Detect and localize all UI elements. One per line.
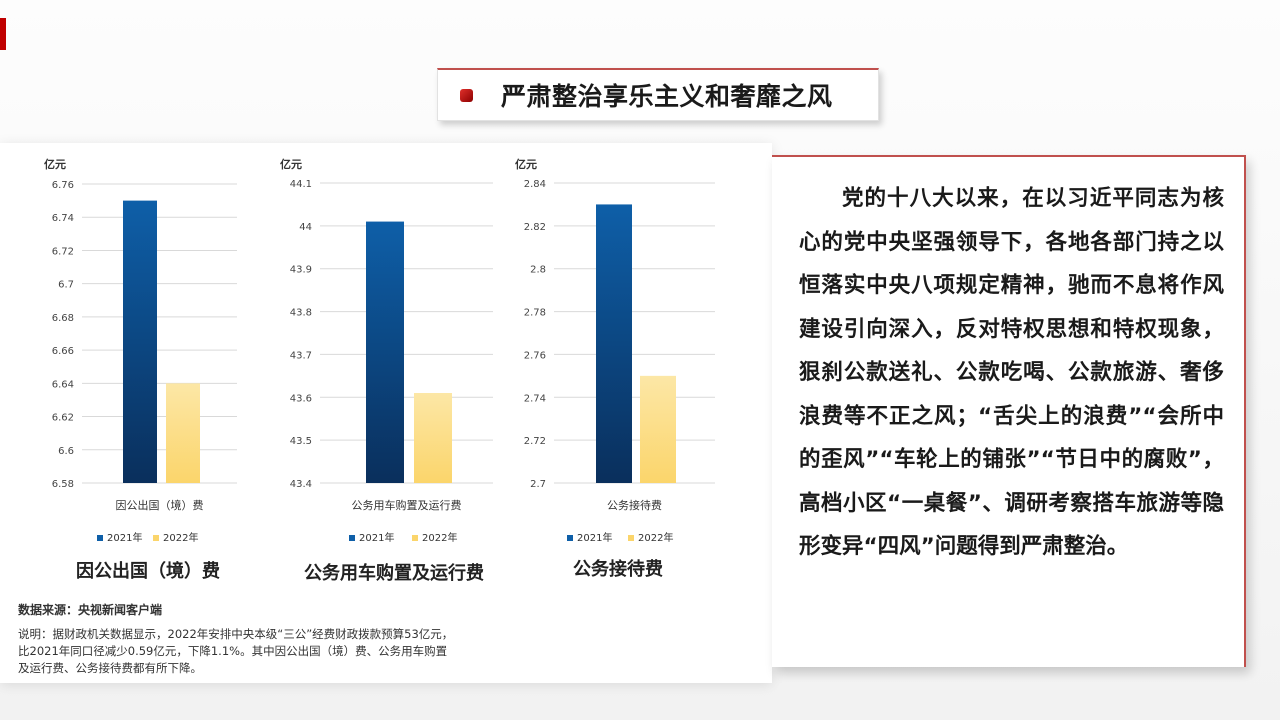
y-tick-label: 2.74 xyxy=(524,393,546,404)
bar-2022年 xyxy=(414,393,452,483)
y-tick-label: 43.4 xyxy=(290,479,312,490)
legend-label: 2021年 xyxy=(107,531,142,544)
page-title: 严肃整治享乐主义和奢靡之风 xyxy=(501,82,833,111)
y-tick-label: 2.8 xyxy=(530,265,546,276)
legend-swatch xyxy=(567,535,573,541)
bar-2021年 xyxy=(596,204,632,483)
chart-caption: 公务接待费 xyxy=(573,558,663,580)
bar-2021年 xyxy=(366,221,404,484)
y-axis-unit-label: 亿元 xyxy=(44,157,66,171)
legend-label: 2021年 xyxy=(577,531,612,544)
chart-panel: 亿元 6.76 6.74 6.72 6.7 6.68 6.66 6.64 6.62 6.6 6.58… xyxy=(0,143,772,683)
y-tick-label: 43.6 xyxy=(290,393,312,404)
y-tick-label: 6.72 xyxy=(52,246,74,257)
bar-2021年 xyxy=(123,200,157,483)
legend-label: 2022年 xyxy=(163,531,198,544)
y-tick-label: 43.5 xyxy=(290,436,312,447)
y-tick-label: 6.68 xyxy=(52,313,74,324)
bar-2022年 xyxy=(166,383,200,483)
y-tick-label: 6.58 xyxy=(52,479,74,490)
y-tick-label: 2.72 xyxy=(524,436,546,447)
legend-swatch xyxy=(153,535,159,541)
text-panel: 党的十八大以来，在以习近平同志为核心的党中央坚强领导下，各地各部门持之以恒落实中… xyxy=(772,155,1246,667)
y-tick-label: 43.8 xyxy=(290,308,312,319)
legend-swatch xyxy=(412,535,418,541)
x-category-label: 公务接待费 xyxy=(607,498,662,512)
legend-swatch xyxy=(349,535,355,541)
legend-swatch xyxy=(97,535,103,541)
y-tick-label: 2.84 xyxy=(524,179,546,190)
y-tick-label: 44.1 xyxy=(290,179,312,190)
legend-label: 2022年 xyxy=(638,531,673,544)
y-tick-label: 6.7 xyxy=(58,280,74,291)
y-tick-label: 6.66 xyxy=(52,346,74,357)
y-tick-label: 2.7 xyxy=(530,479,546,490)
y-axis-unit-label: 亿元 xyxy=(515,157,537,171)
chart-caption: 公务用车购置及运行费 xyxy=(304,562,484,584)
legend-label: 2021年 xyxy=(359,531,394,544)
main-paragraph: 党的十八大以来，在以习近平同志为核心的党中央坚强领导下，各地各部门持之以恒落实中… xyxy=(799,186,1224,559)
y-tick-label: 43.7 xyxy=(290,350,312,361)
y-tick-label: 6.64 xyxy=(52,379,74,390)
title-box: 严肃整治享乐主义和奢靡之风 xyxy=(437,68,879,121)
note-text: 说明：据财政机关数据显示，2022年安排中央本级“三公”经费财政拨款预算53亿元… xyxy=(18,627,454,675)
y-tick-label: 43.9 xyxy=(290,265,312,276)
corner-accent-bar xyxy=(0,18,6,50)
y-tick-label: 6.62 xyxy=(52,413,74,424)
x-category-label: 公务用车购置及运行费 xyxy=(352,498,462,512)
charts-svg: 亿元 6.76 6.74 6.72 6.7 6.68 6.66 6.64 6.62 6.6 6.58… xyxy=(44,157,715,584)
bar-2022年 xyxy=(640,375,676,483)
y-tick-label: 2.78 xyxy=(524,308,546,319)
y-tick-label: 2.76 xyxy=(524,350,546,361)
y-tick-label: 6.6 xyxy=(58,446,74,457)
legend-label: 2022年 xyxy=(422,531,457,544)
y-tick-label: 6.74 xyxy=(52,213,74,224)
source-text: 数据来源：央视新闻客户端 xyxy=(18,603,163,617)
y-tick-label: 2.82 xyxy=(524,222,546,233)
title-bullet-icon xyxy=(460,88,473,102)
y-tick-label: 6.76 xyxy=(52,180,74,191)
chart-caption: 因公出国（境）费 xyxy=(76,560,220,582)
x-category-label: 因公出国（境）费 xyxy=(116,498,204,512)
y-axis-unit-label: 亿元 xyxy=(280,157,302,171)
y-tick-label: 44 xyxy=(299,222,312,233)
legend-swatch xyxy=(628,535,634,541)
